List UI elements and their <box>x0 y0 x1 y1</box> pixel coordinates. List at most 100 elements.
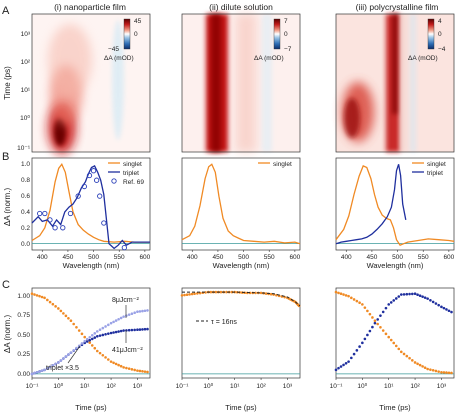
triplet-point <box>112 320 115 324</box>
ref69-point <box>37 210 43 217</box>
colorbar-i-label: ΔA (mOD) <box>104 55 134 62</box>
annotation-triplet-x35: triplet ×3.5 <box>46 365 79 372</box>
triplet-point <box>93 332 97 335</box>
row-c-ytick-1: 1.00 <box>17 293 30 300</box>
singlet-point <box>193 292 196 296</box>
singlet-point <box>209 290 213 294</box>
row-b-ytick-3: 0.6 <box>21 193 30 200</box>
x-tick-label: 10⁻¹ <box>176 383 190 390</box>
ref69-point <box>86 172 93 179</box>
singlet-point <box>371 316 374 319</box>
singlet-point <box>40 295 44 299</box>
singlet-point <box>185 293 189 297</box>
x-tick-label: 10⁻¹ <box>330 383 344 390</box>
kinetics-panel-2: 10⁻¹ 10⁰ 10¹ 10² 10³ <box>176 287 301 390</box>
triplet-point <box>434 302 438 305</box>
ref69-point <box>101 220 107 226</box>
singlet-point <box>33 293 36 296</box>
triplet-point <box>394 297 398 300</box>
triplet-point <box>402 293 406 296</box>
ref69-point <box>60 225 66 231</box>
singlet-point <box>69 319 73 323</box>
triplet-point <box>125 329 128 332</box>
singlet-point <box>88 341 92 344</box>
singlet-point <box>107 358 110 361</box>
row-b-xlabel-ii: Wavelength (nm) <box>213 261 270 270</box>
colorbar-iii-label: ΔA (mOD) <box>408 55 438 62</box>
singlet-point <box>352 298 356 301</box>
singlet-point <box>440 370 443 374</box>
x-tick-label: 10¹ <box>384 383 394 390</box>
triplet-point <box>371 325 374 329</box>
triplet-point <box>114 319 118 322</box>
triplet-point <box>368 329 372 333</box>
singlet-line <box>31 163 150 243</box>
singlet-point <box>219 290 223 294</box>
triplet-point <box>337 366 340 370</box>
singlet-point <box>431 369 435 372</box>
row-a-ytick-5: 10⁻¹ <box>17 145 31 152</box>
heatmap-panel-ii: 7 0 −7 ΔA (mOD) <box>181 13 301 153</box>
singlet-point <box>411 359 414 362</box>
colorbar-i <box>123 18 131 50</box>
singlet-point <box>38 294 41 298</box>
x-tick-label: 10⁻¹ <box>26 383 40 390</box>
singlet-point <box>141 369 144 373</box>
triplet-point <box>136 328 139 332</box>
triplet-point <box>107 332 110 335</box>
singlet-point <box>77 329 81 332</box>
legend-b-i: singlet triplet Ref. 69 <box>108 161 144 186</box>
triplet-point <box>90 333 94 337</box>
row-c-ytick-2: 0.75 <box>17 312 30 319</box>
ref69-point <box>90 168 97 174</box>
row-b-xlabel-i: Wavelength (nm) <box>63 261 120 270</box>
triplet-point <box>35 370 39 374</box>
triplet-point <box>405 292 409 296</box>
triplet-point <box>127 328 131 332</box>
x-tick-label: 500 <box>392 254 403 261</box>
singlet-point <box>269 292 273 296</box>
singlet-point <box>35 294 39 297</box>
triplet-point <box>122 329 125 332</box>
triplet-point <box>109 321 113 325</box>
singlet-point <box>344 294 348 297</box>
triplet-point <box>122 315 125 318</box>
row-b-ytick-4: 0.4 <box>21 209 30 216</box>
triplet-point <box>437 303 440 307</box>
x-tick-label: 550 <box>114 254 125 261</box>
triplet-point <box>125 314 128 317</box>
x-tick-label: 10² <box>410 383 420 390</box>
singlet-point <box>342 293 345 296</box>
ref69-point <box>52 225 58 231</box>
ref69-point <box>81 183 87 190</box>
x-tick-label: 400 <box>37 254 48 261</box>
triplet-point <box>85 340 89 343</box>
triplet-point <box>112 331 115 334</box>
triplet-point <box>143 309 147 313</box>
singlet-point <box>368 312 372 316</box>
ref69-point <box>97 193 103 199</box>
singlet-point <box>180 294 184 297</box>
singlet-point <box>264 292 268 295</box>
legend-b-ii: singlet <box>258 161 292 168</box>
annotation-tau: τ = 16ns <box>211 319 237 326</box>
singlet-point <box>405 354 409 358</box>
triplet-point <box>363 337 367 341</box>
colorbar-i-zero: 0 <box>134 31 138 38</box>
singlet-point <box>416 362 419 366</box>
annotation-triplet-arrow <box>67 345 81 364</box>
singlet-point <box>387 335 391 339</box>
colorbar-iii <box>427 18 435 50</box>
triplet-point <box>69 351 73 354</box>
singlet-point <box>230 290 234 294</box>
row-c-kinetics: 10⁻¹ 10⁰ 10¹ 10² 10³ 10⁻¹ 10⁰ 10¹ 10² 10³ 10⁻¹ 10⁰ 1… <box>26 287 455 390</box>
triplet-point <box>59 359 63 362</box>
fit-line <box>182 291 301 307</box>
singlet-point <box>225 290 228 294</box>
triplet-point <box>95 330 99 333</box>
x-tick-label: 600 <box>443 254 454 261</box>
singlet-point <box>190 292 194 296</box>
singlet-point <box>67 316 70 320</box>
x-tick-label: 450 <box>212 254 223 261</box>
